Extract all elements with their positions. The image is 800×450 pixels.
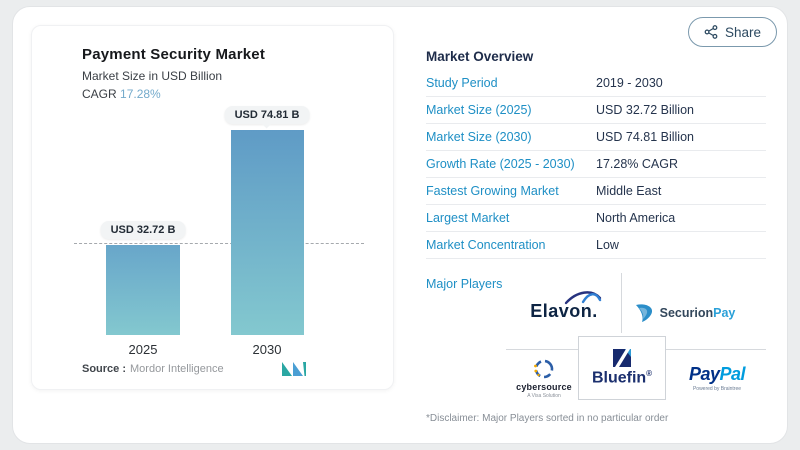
row-value: USD 74.81 Billion — [596, 130, 694, 144]
cybersource-wordmark: cybersource — [516, 382, 572, 392]
cybersource-tagline: A Visa Solution — [527, 393, 561, 399]
table-row: Growth Rate (2025 - 2030) 17.28% CAGR — [426, 151, 766, 178]
paypal-tagline: Powered by Braintree — [692, 386, 742, 392]
chart-title: Payment Security Market — [82, 46, 266, 63]
row-value: Middle East — [596, 184, 662, 198]
row-value: Low — [596, 238, 619, 252]
table-row: Largest Market North America — [426, 205, 766, 232]
bluefin-wordmark: Bluefin® — [591, 368, 653, 387]
securionpay-wordmark: SecurionPay — [659, 306, 736, 320]
bar-value-label-2030: USD 74.81 B — [224, 106, 310, 124]
table-row: Market Concentration Low — [426, 232, 766, 259]
elavon-logo: Elavon. — [508, 287, 620, 335]
logo-grid-line — [506, 349, 578, 350]
overview-title: Market Overview — [426, 49, 534, 64]
source-row: Source : Mordor Intelligence — [82, 363, 224, 375]
elavon-wordmark: Elavon. — [530, 300, 598, 321]
elavon-swoosh-icon — [564, 290, 601, 304]
row-label: Study Period — [426, 76, 498, 90]
bar-2025 — [106, 245, 180, 335]
logo-grid-line — [666, 349, 766, 350]
report-card: Share Payment Security Market Market Siz… — [12, 6, 788, 444]
bar-value-label-2025: USD 32.72 B — [100, 221, 186, 239]
row-label: Market Concentration — [426, 238, 546, 252]
cagr-value: 17.28% — [120, 87, 161, 101]
disclaimer-text: *Disclaimer: Major Players sorted in no … — [426, 413, 669, 424]
cagr-label: CAGR — [82, 87, 117, 101]
chart-panel: Payment Security Market Market Size in U… — [31, 25, 394, 390]
row-value: 2019 - 2030 — [596, 76, 663, 90]
cybersource-c-icon — [534, 359, 554, 379]
row-value: 17.28% CAGR — [596, 157, 678, 171]
mordor-intelligence-logo-icon — [282, 362, 306, 376]
major-players-label: Major Players — [426, 277, 503, 291]
table-row: Study Period 2019 - 2030 — [426, 70, 766, 97]
source-value: Mordor Intelligence — [130, 363, 224, 375]
row-label: Fastest Growing Market — [426, 184, 559, 198]
paypal-wordmark: PayPal — [688, 364, 746, 384]
x-tick-2030: 2030 — [252, 342, 282, 357]
logo-divider — [621, 273, 622, 333]
cybersource-logo: cybersource A Visa Solution — [509, 352, 579, 404]
row-label: Market Size (2025) — [426, 103, 532, 117]
bar-2030 — [231, 130, 304, 335]
bluefin-flag-icon — [613, 348, 631, 367]
table-row: Market Size (2030) USD 74.81 Billion — [426, 124, 766, 151]
share-nodes-icon — [704, 25, 718, 39]
chart-cagr: CAGR 17.28% — [82, 87, 161, 101]
overview-table: Study Period 2019 - 2030 Market Size (20… — [426, 70, 766, 259]
reference-dashed-line — [74, 243, 364, 244]
chart-subtitle: Market Size in USD Billion — [82, 69, 223, 83]
table-row: Fastest Growing Market Middle East — [426, 178, 766, 205]
table-row: Market Size (2025) USD 32.72 Billion — [426, 97, 766, 124]
row-label: Market Size (2030) — [426, 130, 532, 144]
x-tick-2025: 2025 — [128, 342, 158, 357]
share-button[interactable]: Share — [687, 17, 777, 47]
bluefin-logo: Bluefin® — [578, 336, 666, 400]
row-label: Growth Rate (2025 - 2030) — [426, 157, 575, 171]
securionpay-falcon-icon — [635, 304, 652, 322]
paypal-logo: PayPal Powered by Braintree — [671, 357, 763, 399]
securionpay-logo: SecurionPay — [633, 291, 737, 335]
share-label: Share — [724, 24, 761, 40]
source-label: Source : — [82, 363, 127, 375]
row-value: North America — [596, 211, 676, 225]
row-label: Largest Market — [426, 211, 510, 225]
row-value: USD 32.72 Billion — [596, 103, 694, 117]
